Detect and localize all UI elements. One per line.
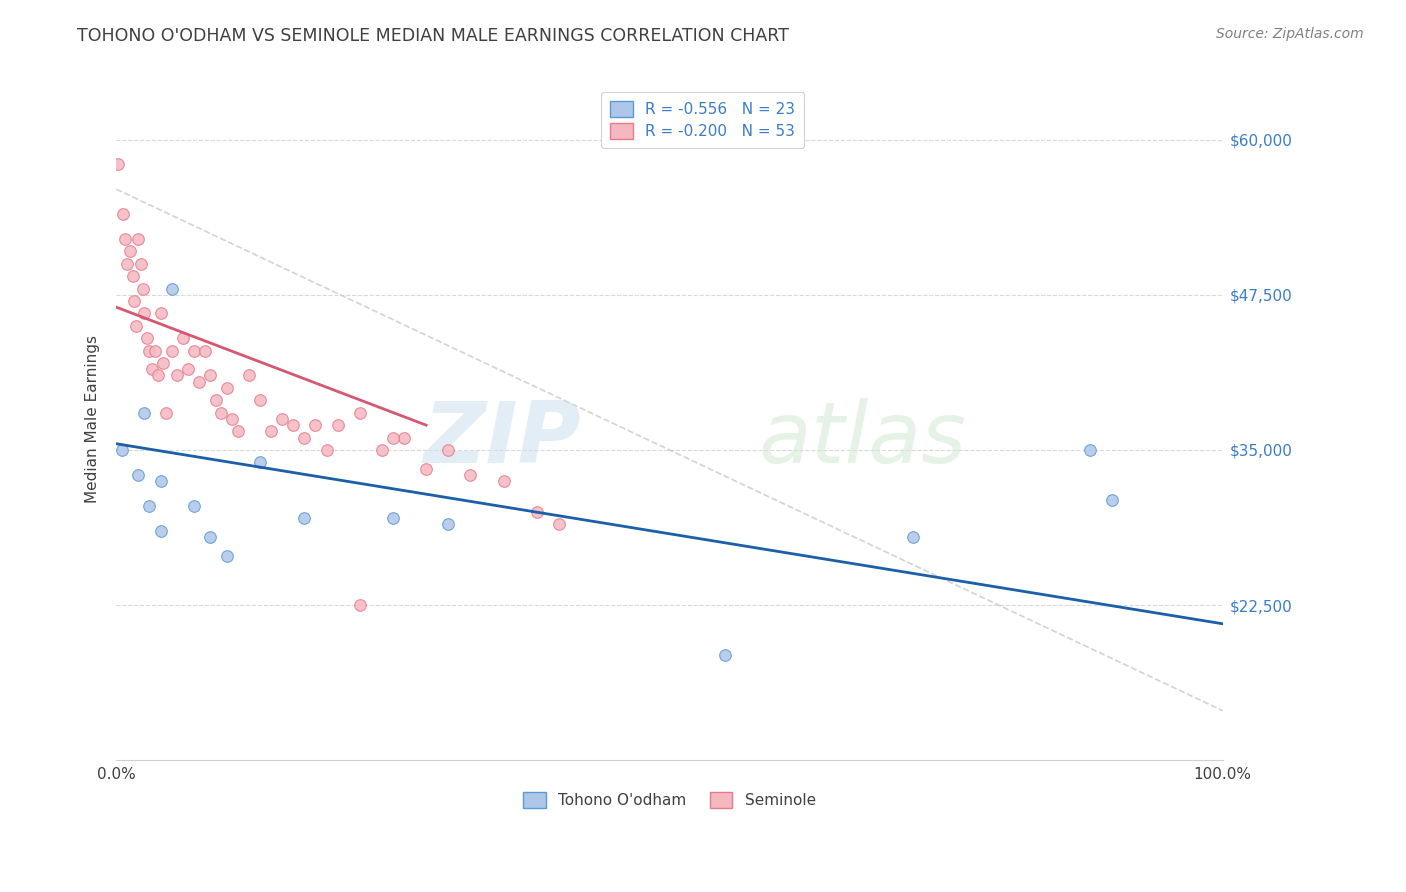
Point [183, 343, 205, 358]
Point [492, 474, 515, 488]
Point [209, 406, 232, 420]
Legend: Tohono O'odham, Seminole: Tohono O'odham, Seminole [517, 786, 823, 814]
Point [226, 425, 249, 439]
Point [177, 362, 200, 376]
Point [547, 517, 569, 532]
Point [148, 368, 170, 383]
Point [371, 442, 394, 457]
Point [166, 368, 188, 383]
Point [1101, 492, 1123, 507]
Point [107, 157, 129, 171]
Text: TOHONO O'ODHAM VS SEMINOLE MEDIAN MALE EARNINGS CORRELATION CHART: TOHONO O'ODHAM VS SEMINOLE MEDIAN MALE E… [77, 27, 789, 45]
Point [714, 648, 737, 662]
Point [114, 232, 136, 246]
Point [111, 207, 134, 221]
Point [129, 257, 152, 271]
Point [143, 343, 166, 358]
Point [292, 431, 315, 445]
Text: ZIP: ZIP [423, 398, 581, 481]
Y-axis label: Median Male Earnings: Median Male Earnings [86, 334, 100, 503]
Point [138, 499, 160, 513]
Point [117, 257, 139, 271]
Point [136, 331, 159, 345]
Point [127, 467, 149, 482]
Point [315, 442, 337, 457]
Point [194, 343, 217, 358]
Point [1078, 442, 1101, 457]
Point [526, 505, 548, 519]
Point [160, 343, 183, 358]
Point [215, 381, 238, 395]
Point [326, 418, 349, 433]
Point [149, 474, 172, 488]
Point [132, 306, 155, 320]
Point [238, 368, 260, 383]
Point [304, 418, 326, 433]
Point [249, 393, 271, 408]
Point [271, 412, 294, 426]
Point [183, 499, 205, 513]
Point [215, 549, 238, 563]
Point [172, 331, 194, 345]
Point [122, 293, 145, 308]
Point [392, 431, 415, 445]
Text: atlas: atlas [758, 398, 966, 481]
Point [132, 406, 155, 420]
Point [111, 442, 134, 457]
Point [249, 455, 271, 469]
Point [349, 598, 371, 612]
Point [381, 431, 404, 445]
Point [155, 406, 177, 420]
Point [138, 343, 160, 358]
Point [260, 425, 283, 439]
Point [415, 461, 437, 475]
Point [437, 517, 460, 532]
Point [127, 232, 149, 246]
Point [132, 281, 155, 295]
Point [460, 467, 482, 482]
Point [188, 375, 211, 389]
Point [149, 524, 172, 538]
Point [381, 511, 404, 525]
Point [349, 406, 371, 420]
Point [118, 244, 141, 259]
Point [122, 269, 145, 284]
Point [200, 368, 222, 383]
Text: Source: ZipAtlas.com: Source: ZipAtlas.com [1216, 27, 1364, 41]
Point [200, 530, 222, 544]
Point [437, 442, 460, 457]
Point [292, 511, 315, 525]
Point [149, 306, 172, 320]
Point [152, 356, 174, 370]
Point [141, 362, 163, 376]
Point [283, 418, 305, 433]
Point [792, 815, 814, 830]
Point [221, 412, 243, 426]
Point [125, 318, 148, 333]
Point [160, 281, 183, 295]
Point [205, 393, 228, 408]
Point [901, 530, 924, 544]
